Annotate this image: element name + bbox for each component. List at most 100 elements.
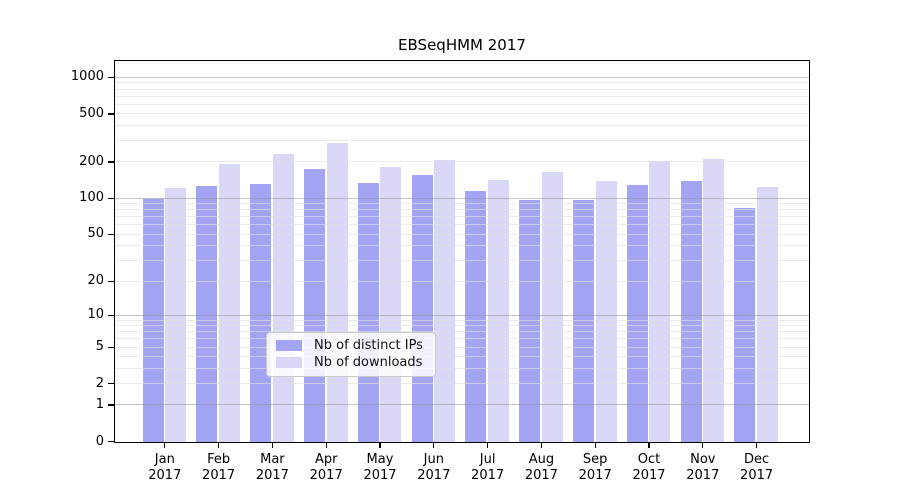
x-axis-label-year: 2017 bbox=[255, 468, 289, 483]
y-axis-tick-mark bbox=[108, 161, 114, 163]
bar-jul-downloads bbox=[487, 179, 509, 442]
x-axis-tick-mark bbox=[433, 443, 435, 448]
bar-jul-ips bbox=[465, 190, 487, 442]
gridline-200 bbox=[115, 161, 809, 163]
gridline-70 bbox=[115, 216, 809, 218]
x-axis-label-year: 2017 bbox=[524, 468, 558, 483]
legend-swatch bbox=[276, 340, 302, 351]
x-axis-tick-mark bbox=[217, 443, 220, 448]
bar-sep-ips bbox=[572, 200, 594, 442]
y-axis-tick-label: 10 bbox=[87, 307, 104, 323]
y-axis-tick-label: 0 bbox=[95, 433, 104, 449]
gridline-700 bbox=[115, 95, 809, 97]
gridline-1 bbox=[115, 404, 809, 406]
y-axis-tick-label: 5 bbox=[95, 339, 104, 355]
x-axis-label-year: 2017 bbox=[417, 468, 451, 483]
legend-item: Nb of downloads bbox=[267, 354, 435, 371]
gridline-7 bbox=[115, 331, 809, 333]
x-axis-label-jun: Jun 2017 bbox=[402, 452, 466, 484]
x-axis-label-year: 2017 bbox=[686, 468, 720, 483]
gridline-6 bbox=[115, 338, 809, 340]
gridline-400 bbox=[115, 125, 809, 127]
y-axis-tick-mark bbox=[108, 441, 114, 443]
plot-area bbox=[114, 60, 810, 443]
gridline-90 bbox=[115, 203, 809, 205]
x-axis-label-year: 2017 bbox=[740, 468, 774, 483]
gridline-4 bbox=[115, 356, 809, 358]
x-axis-label-jan: Jan 2017 bbox=[133, 452, 197, 484]
bar-may-ips bbox=[357, 183, 379, 442]
x-axis-tick-mark bbox=[271, 443, 274, 448]
gridline-100 bbox=[115, 197, 809, 199]
gridline-3 bbox=[115, 367, 809, 369]
bar-mar-ips bbox=[250, 184, 272, 442]
x-axis-label-aug: Aug 2017 bbox=[509, 452, 573, 484]
bar-feb-ips bbox=[196, 185, 218, 442]
bar-nov-ips bbox=[680, 181, 702, 442]
gridline-900 bbox=[115, 82, 809, 84]
gridline-60 bbox=[115, 224, 809, 226]
bar-feb-downloads bbox=[218, 163, 240, 442]
gridline-300 bbox=[115, 140, 809, 142]
bar-apr-downloads bbox=[326, 142, 348, 442]
y-axis-tick-mark bbox=[108, 113, 114, 115]
x-axis-tick-mark bbox=[486, 443, 489, 448]
x-axis-label-sep: Sep 2017 bbox=[563, 452, 627, 484]
x-axis-label-oct: Oct 2017 bbox=[617, 452, 681, 484]
bar-aug-ips bbox=[519, 200, 541, 442]
bar-sep-downloads bbox=[595, 181, 617, 442]
x-axis-label-year: 2017 bbox=[148, 468, 182, 483]
chart-title: EBSeqHMM 2017 bbox=[398, 36, 526, 54]
x-axis-tick-mark bbox=[164, 443, 166, 448]
gridline-40 bbox=[115, 245, 809, 247]
gridline-1000 bbox=[115, 76, 809, 78]
y-axis-tick-label: 1000 bbox=[70, 69, 104, 85]
x-axis-tick-mark bbox=[325, 443, 327, 448]
bar-may-downloads bbox=[380, 167, 402, 442]
x-axis-tick-mark bbox=[594, 443, 596, 448]
y-axis-tick-mark bbox=[108, 346, 114, 348]
y-axis-tick-mark bbox=[108, 383, 114, 385]
gridline-10 bbox=[115, 314, 809, 316]
y-axis-tick-mark bbox=[108, 404, 114, 406]
y-axis-tick-label: 1 bbox=[95, 396, 104, 412]
x-axis-label-jul: Jul 2017 bbox=[456, 452, 520, 484]
y-axis-tick-label: 50 bbox=[87, 226, 104, 242]
y-axis-tick-label: 20 bbox=[87, 273, 104, 288]
gridline-8 bbox=[115, 325, 809, 327]
x-axis-tick-mark bbox=[755, 443, 758, 448]
y-axis-tick-mark bbox=[108, 314, 114, 316]
x-axis-label-may: May 2017 bbox=[348, 452, 412, 484]
x-axis-tick-mark bbox=[702, 443, 704, 448]
gridline-500 bbox=[115, 113, 809, 115]
y-axis-tick-mark bbox=[108, 233, 114, 236]
x-axis-label-mar: Mar 2017 bbox=[240, 452, 304, 484]
x-axis-tick-mark bbox=[648, 443, 650, 448]
x-axis-label-year: 2017 bbox=[309, 468, 343, 483]
bar-oct-ips bbox=[626, 184, 648, 442]
x-axis-label-apr: Apr 2017 bbox=[294, 452, 358, 484]
y-axis-tick-label: 2 bbox=[95, 375, 104, 391]
y-axis-tick-label: 200 bbox=[79, 153, 104, 169]
y-axis-tick-mark bbox=[108, 76, 114, 79]
x-axis-tick-mark bbox=[379, 443, 381, 448]
bar-nov-downloads bbox=[703, 159, 725, 442]
gridline-20 bbox=[115, 280, 809, 282]
gridline-800 bbox=[115, 88, 809, 90]
gridline-9 bbox=[115, 319, 809, 321]
legend-swatch bbox=[276, 357, 302, 368]
bar-jun-ips bbox=[411, 175, 433, 442]
x-axis-label-year: 2017 bbox=[578, 468, 612, 483]
legend-label: Nb of downloads bbox=[314, 355, 423, 370]
bar-dec-downloads bbox=[756, 187, 778, 442]
bar-jun-downloads bbox=[434, 159, 456, 442]
y-axis-tick-mark bbox=[108, 197, 114, 200]
y-axis-tick-label: 100 bbox=[79, 190, 104, 206]
x-axis-label-nov: Nov 2017 bbox=[671, 452, 735, 484]
x-axis-tick-mark bbox=[540, 443, 543, 448]
y-axis-tick-label: 500 bbox=[79, 105, 104, 121]
x-axis-label-year: 2017 bbox=[632, 468, 666, 483]
x-axis-label-year: 2017 bbox=[202, 468, 236, 483]
gridline-600 bbox=[115, 103, 809, 105]
